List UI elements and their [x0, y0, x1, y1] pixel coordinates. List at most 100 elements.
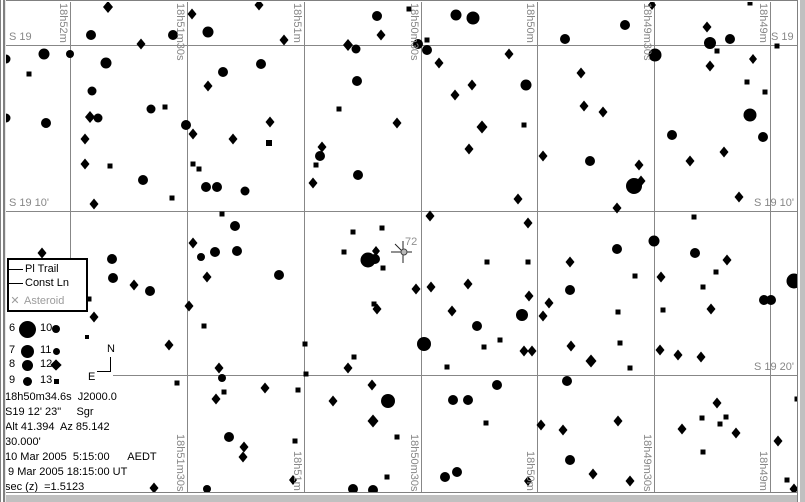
star[interactable] [660, 307, 666, 313]
star[interactable] [444, 364, 450, 370]
star[interactable] [525, 259, 531, 265]
star[interactable] [129, 279, 139, 291]
star[interactable] [632, 273, 638, 279]
star[interactable] [149, 482, 159, 494]
star[interactable] [303, 371, 309, 377]
star[interactable] [274, 270, 284, 280]
star[interactable] [536, 419, 546, 431]
star[interactable] [26, 71, 32, 77]
star[interactable] [372, 246, 380, 256]
star[interactable] [197, 253, 205, 261]
star[interactable] [524, 290, 534, 302]
star[interactable] [394, 434, 400, 440]
star[interactable] [266, 140, 272, 146]
star[interactable] [655, 344, 665, 356]
star[interactable] [450, 9, 462, 21]
star[interactable] [371, 301, 377, 307]
star[interactable] [656, 271, 666, 283]
star[interactable] [667, 130, 677, 140]
star[interactable] [625, 475, 635, 487]
star[interactable] [588, 468, 598, 480]
star[interactable] [367, 414, 379, 428]
star[interactable] [717, 421, 723, 427]
star[interactable] [702, 21, 712, 33]
star[interactable] [691, 214, 697, 220]
star[interactable] [203, 485, 211, 493]
star[interactable] [341, 249, 347, 255]
star[interactable] [168, 30, 178, 40]
star[interactable] [759, 295, 769, 305]
star[interactable] [38, 48, 50, 60]
star[interactable] [254, 0, 264, 11]
star[interactable] [174, 380, 180, 386]
star[interactable] [700, 284, 706, 290]
star[interactable] [598, 106, 608, 118]
star[interactable] [636, 175, 646, 187]
star[interactable] [214, 362, 224, 374]
star[interactable] [749, 54, 757, 64]
star[interactable] [146, 104, 156, 114]
star[interactable] [380, 265, 386, 271]
star[interactable] [367, 379, 377, 391]
star[interactable] [87, 86, 97, 96]
star[interactable] [562, 376, 572, 386]
star[interactable] [107, 163, 113, 169]
star[interactable] [615, 309, 621, 315]
star[interactable] [381, 394, 395, 408]
star[interactable] [677, 423, 687, 435]
star[interactable] [411, 283, 421, 295]
star[interactable] [66, 50, 74, 58]
star[interactable] [103, 1, 113, 13]
star[interactable] [210, 247, 220, 257]
star[interactable] [527, 345, 537, 357]
star[interactable] [613, 415, 623, 427]
star[interactable] [712, 397, 722, 409]
star[interactable] [376, 29, 386, 41]
star[interactable] [481, 344, 487, 350]
star[interactable] [41, 118, 51, 128]
star[interactable] [219, 211, 225, 217]
star[interactable] [700, 449, 706, 455]
star[interactable] [784, 477, 790, 483]
star[interactable] [744, 79, 750, 85]
star[interactable] [789, 483, 799, 495]
star[interactable] [100, 57, 112, 69]
star[interactable] [260, 382, 270, 394]
star[interactable] [190, 161, 196, 167]
star[interactable] [706, 303, 716, 315]
star[interactable] [544, 297, 554, 309]
star[interactable] [86, 30, 96, 40]
star[interactable] [648, 48, 662, 62]
star[interactable] [566, 340, 576, 352]
star[interactable] [384, 474, 390, 480]
star[interactable] [766, 295, 776, 305]
star[interactable] [292, 438, 298, 444]
star[interactable] [705, 60, 715, 72]
star[interactable] [417, 337, 431, 351]
star[interactable] [565, 455, 575, 465]
star[interactable] [372, 11, 382, 21]
star[interactable] [295, 387, 301, 393]
star[interactable] [348, 484, 358, 494]
asteroid-marker[interactable] [400, 248, 408, 256]
star[interactable] [773, 435, 783, 447]
star[interactable] [627, 365, 633, 371]
star[interactable] [211, 393, 221, 405]
star[interactable] [353, 170, 363, 180]
star[interactable] [576, 67, 586, 79]
star[interactable] [315, 151, 325, 161]
star[interactable] [521, 122, 527, 128]
star[interactable] [513, 193, 523, 205]
star[interactable] [379, 225, 385, 231]
star[interactable] [523, 217, 533, 229]
star[interactable] [448, 395, 458, 405]
star[interactable] [464, 143, 474, 155]
star[interactable] [392, 117, 402, 129]
star[interactable] [685, 155, 695, 167]
star[interactable] [336, 106, 342, 112]
star[interactable] [265, 116, 275, 128]
star[interactable] [406, 6, 412, 12]
star[interactable] [184, 300, 194, 312]
star[interactable] [187, 8, 197, 20]
star[interactable] [239, 441, 249, 453]
